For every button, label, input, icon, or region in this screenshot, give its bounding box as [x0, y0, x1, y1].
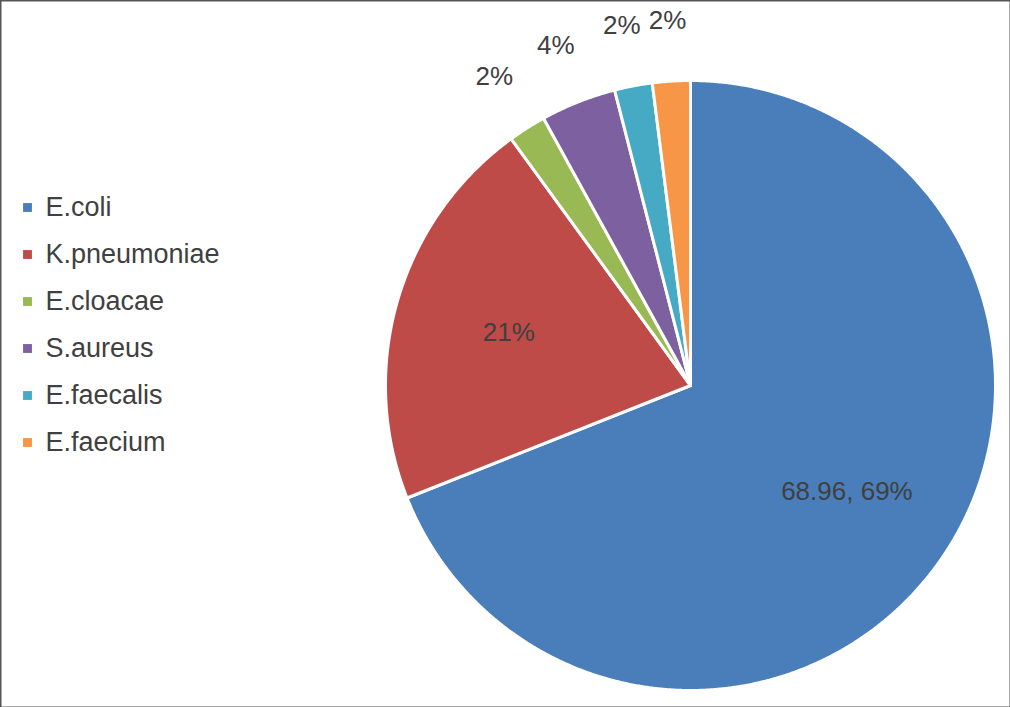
svg-text:E.cloacae: E.cloacae — [46, 286, 165, 316]
svg-text:2%: 2% — [649, 5, 687, 35]
svg-text:2%: 2% — [603, 10, 641, 40]
svg-text:21%: 21% — [483, 317, 535, 347]
svg-text:E.faecium: E.faecium — [46, 427, 166, 457]
svg-text:E.faecalis: E.faecalis — [46, 380, 163, 410]
svg-text:4%: 4% — [537, 30, 575, 60]
svg-text:E.coli: E.coli — [46, 192, 112, 222]
svg-text:2%: 2% — [476, 61, 514, 91]
svg-text:K.pneumoniae: K.pneumoniae — [46, 239, 220, 269]
svg-text:68.96, 69%: 68.96, 69% — [781, 476, 913, 506]
svg-text:S.aureus: S.aureus — [46, 333, 154, 363]
